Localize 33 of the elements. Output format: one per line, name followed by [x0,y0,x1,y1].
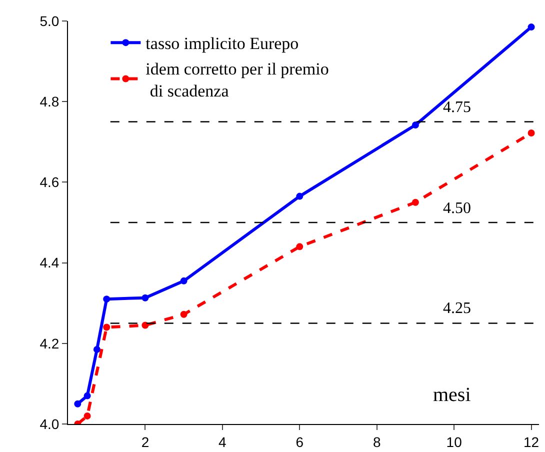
y-tick-label: 4.0 [40,416,60,432]
legend-label: idem corretto per il premio di scadenza [146,59,329,100]
x-tick-label: 2 [141,434,150,450]
point [412,198,419,206]
x-tick-label: 12 [523,434,540,450]
point [296,243,304,250]
point [180,310,188,318]
y-tick-label: 4.6 [40,174,60,190]
y-tick-label: 4.8 [40,94,60,110]
point [93,346,100,353]
ref-line-label: 4.75 [443,99,471,116]
legend-label: tasso implicito Eurepo [146,34,299,54]
x-tick-label: 6 [296,434,304,450]
point [528,24,535,31]
point [84,392,91,400]
x-tick-label: 8 [372,434,381,450]
point [103,324,110,331]
point [84,412,91,420]
point [142,294,149,302]
point [412,121,419,128]
y-tick-label: 4.4 [40,254,60,271]
point [180,277,188,284]
point [296,192,304,200]
point [103,296,110,303]
y-tick-label: 4.2 [40,335,60,352]
x-tick-label: 4 [218,434,227,450]
ref-line-label: 4.25 [443,300,471,317]
y-tick-label: 5.0 [40,12,60,29]
x-axis-title: mesi [433,384,472,406]
point [74,400,82,408]
x-tick-label: 10 [446,434,462,450]
ref-line-label: 4.50 [443,200,471,217]
point [528,130,535,137]
